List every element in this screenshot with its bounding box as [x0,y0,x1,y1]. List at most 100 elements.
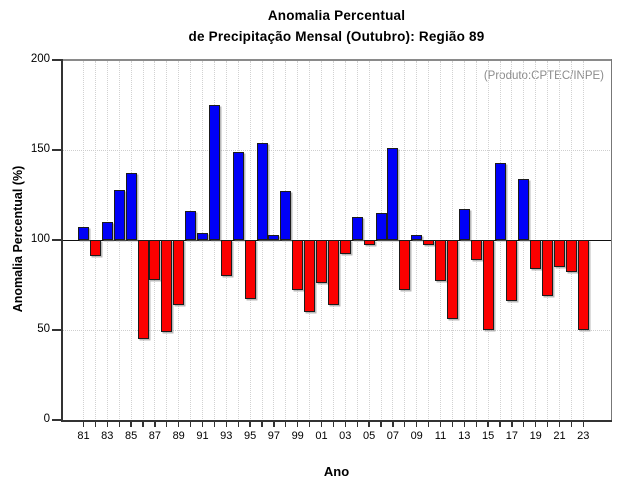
bar-2001 [316,240,327,284]
x-tick-2019 [535,421,537,427]
x-tick-1994 [237,421,239,427]
bar-2020 [542,240,554,296]
x-tick-1997 [273,421,275,427]
y-tick-150 [52,149,61,151]
x-tick-1986 [142,421,144,427]
y-tick-100 [52,239,61,241]
y-tick-label-100: 100 [30,232,50,245]
x-tick-1985 [130,421,132,427]
bar-2005 [363,240,375,246]
x-tick-1989 [178,421,180,427]
bar-1990 [185,211,197,240]
x-tick-label-2009: 09 [410,430,423,442]
x-tick-label-2003: 03 [339,430,352,442]
bar-2012 [446,240,458,320]
chart-title-line2: de Precipitação Mensal (Outubro): Região… [188,29,485,44]
x-tick-2013 [463,421,465,427]
x-tick-2015 [487,421,489,427]
bar-2000 [304,240,316,312]
bar-1987 [149,240,161,280]
x-tick-label-1991: 91 [196,430,209,442]
y-axis-line [60,58,63,422]
x-tick-2003 [344,421,346,427]
x-tick-label-1993: 93 [220,430,233,442]
y-axis-title: Anomalia Percentual (%) [11,165,25,313]
bar-2008 [399,240,411,291]
x-tick-2001 [320,421,323,427]
x-tick-label-1995: 95 [243,430,257,442]
x-axis-title: Ano [323,464,350,479]
x-tick-1992 [213,421,216,427]
x-tick-label-2019: 19 [529,430,542,442]
x-axis-line [60,419,612,422]
y-tick-label-0: 0 [43,412,50,425]
x-tick-1991 [201,421,204,427]
bar-2009 [411,234,423,240]
x-tick-label-1985: 85 [124,430,138,442]
x-tick-label-2011: 11 [434,430,447,442]
bar-1992 [208,105,220,240]
x-tick-label-2017: 17 [505,430,519,442]
y-tick-0 [52,419,61,421]
x-tick-2014 [475,421,477,427]
bar-1981 [78,227,89,240]
bar-1996 [256,142,268,240]
x-tick-2008 [404,421,406,427]
x-tick-2017 [511,421,513,427]
x-tick-label-2005: 05 [362,430,376,442]
gridline-horizontal [63,150,610,151]
bar-1995 [244,240,256,300]
x-tick-1988 [166,421,168,427]
x-tick-label-2001: 01 [315,430,328,442]
x-tick-1982 [94,421,97,427]
bar-2019 [530,240,542,269]
y-tick-200 [52,59,61,61]
x-tick-2000 [308,421,311,427]
x-tick-2009 [416,421,418,427]
x-tick-label-2007: 07 [386,430,400,442]
bar-2021 [554,240,565,267]
y-tick-label-50: 50 [37,322,50,335]
plot-area [62,60,611,420]
bar-2016 [494,162,506,240]
bar-2013 [458,209,470,240]
bar-2017 [506,240,518,302]
x-tick-2011 [439,421,442,427]
x-tick-label-1983: 83 [101,430,114,442]
bar-1988 [161,240,173,332]
x-tick-2006 [380,421,382,427]
chart-title-line1: Anomalia Percentual [267,8,406,23]
x-tick-1987 [154,421,156,427]
bar-2002 [327,240,339,305]
x-tick-1993 [225,421,227,427]
product-credit-label: (Produto:CPTEC/INPE) [483,70,604,82]
bar-2022 [565,240,577,273]
bar-2018 [518,178,530,240]
x-tick-2010 [427,421,430,427]
bar-1986 [137,240,149,339]
bar-2010 [423,240,435,246]
x-tick-2002 [332,421,335,427]
bar-1983 [101,222,113,240]
x-tick-2016 [499,421,501,427]
x-tick-label-1989: 89 [172,430,185,442]
x-tick-2005 [368,421,370,427]
bar-1989 [173,240,185,305]
bar-2006 [375,213,387,240]
x-tick-1995 [249,421,251,427]
bar-2014 [470,240,482,260]
x-tick-1984 [118,421,120,427]
x-tick-2020 [546,421,549,427]
x-tick-1983 [106,421,108,427]
bar-1984 [113,189,125,240]
y-tick-label-150: 150 [30,142,50,155]
x-tick-1999 [297,421,299,427]
x-tick-label-2023: 23 [577,430,590,442]
x-tick-label-1987: 87 [148,430,162,442]
bar-1985 [125,173,137,240]
x-tick-1998 [285,421,287,427]
bar-1998 [280,191,292,240]
x-tick-1996 [261,421,263,427]
bar-2003 [339,240,351,255]
